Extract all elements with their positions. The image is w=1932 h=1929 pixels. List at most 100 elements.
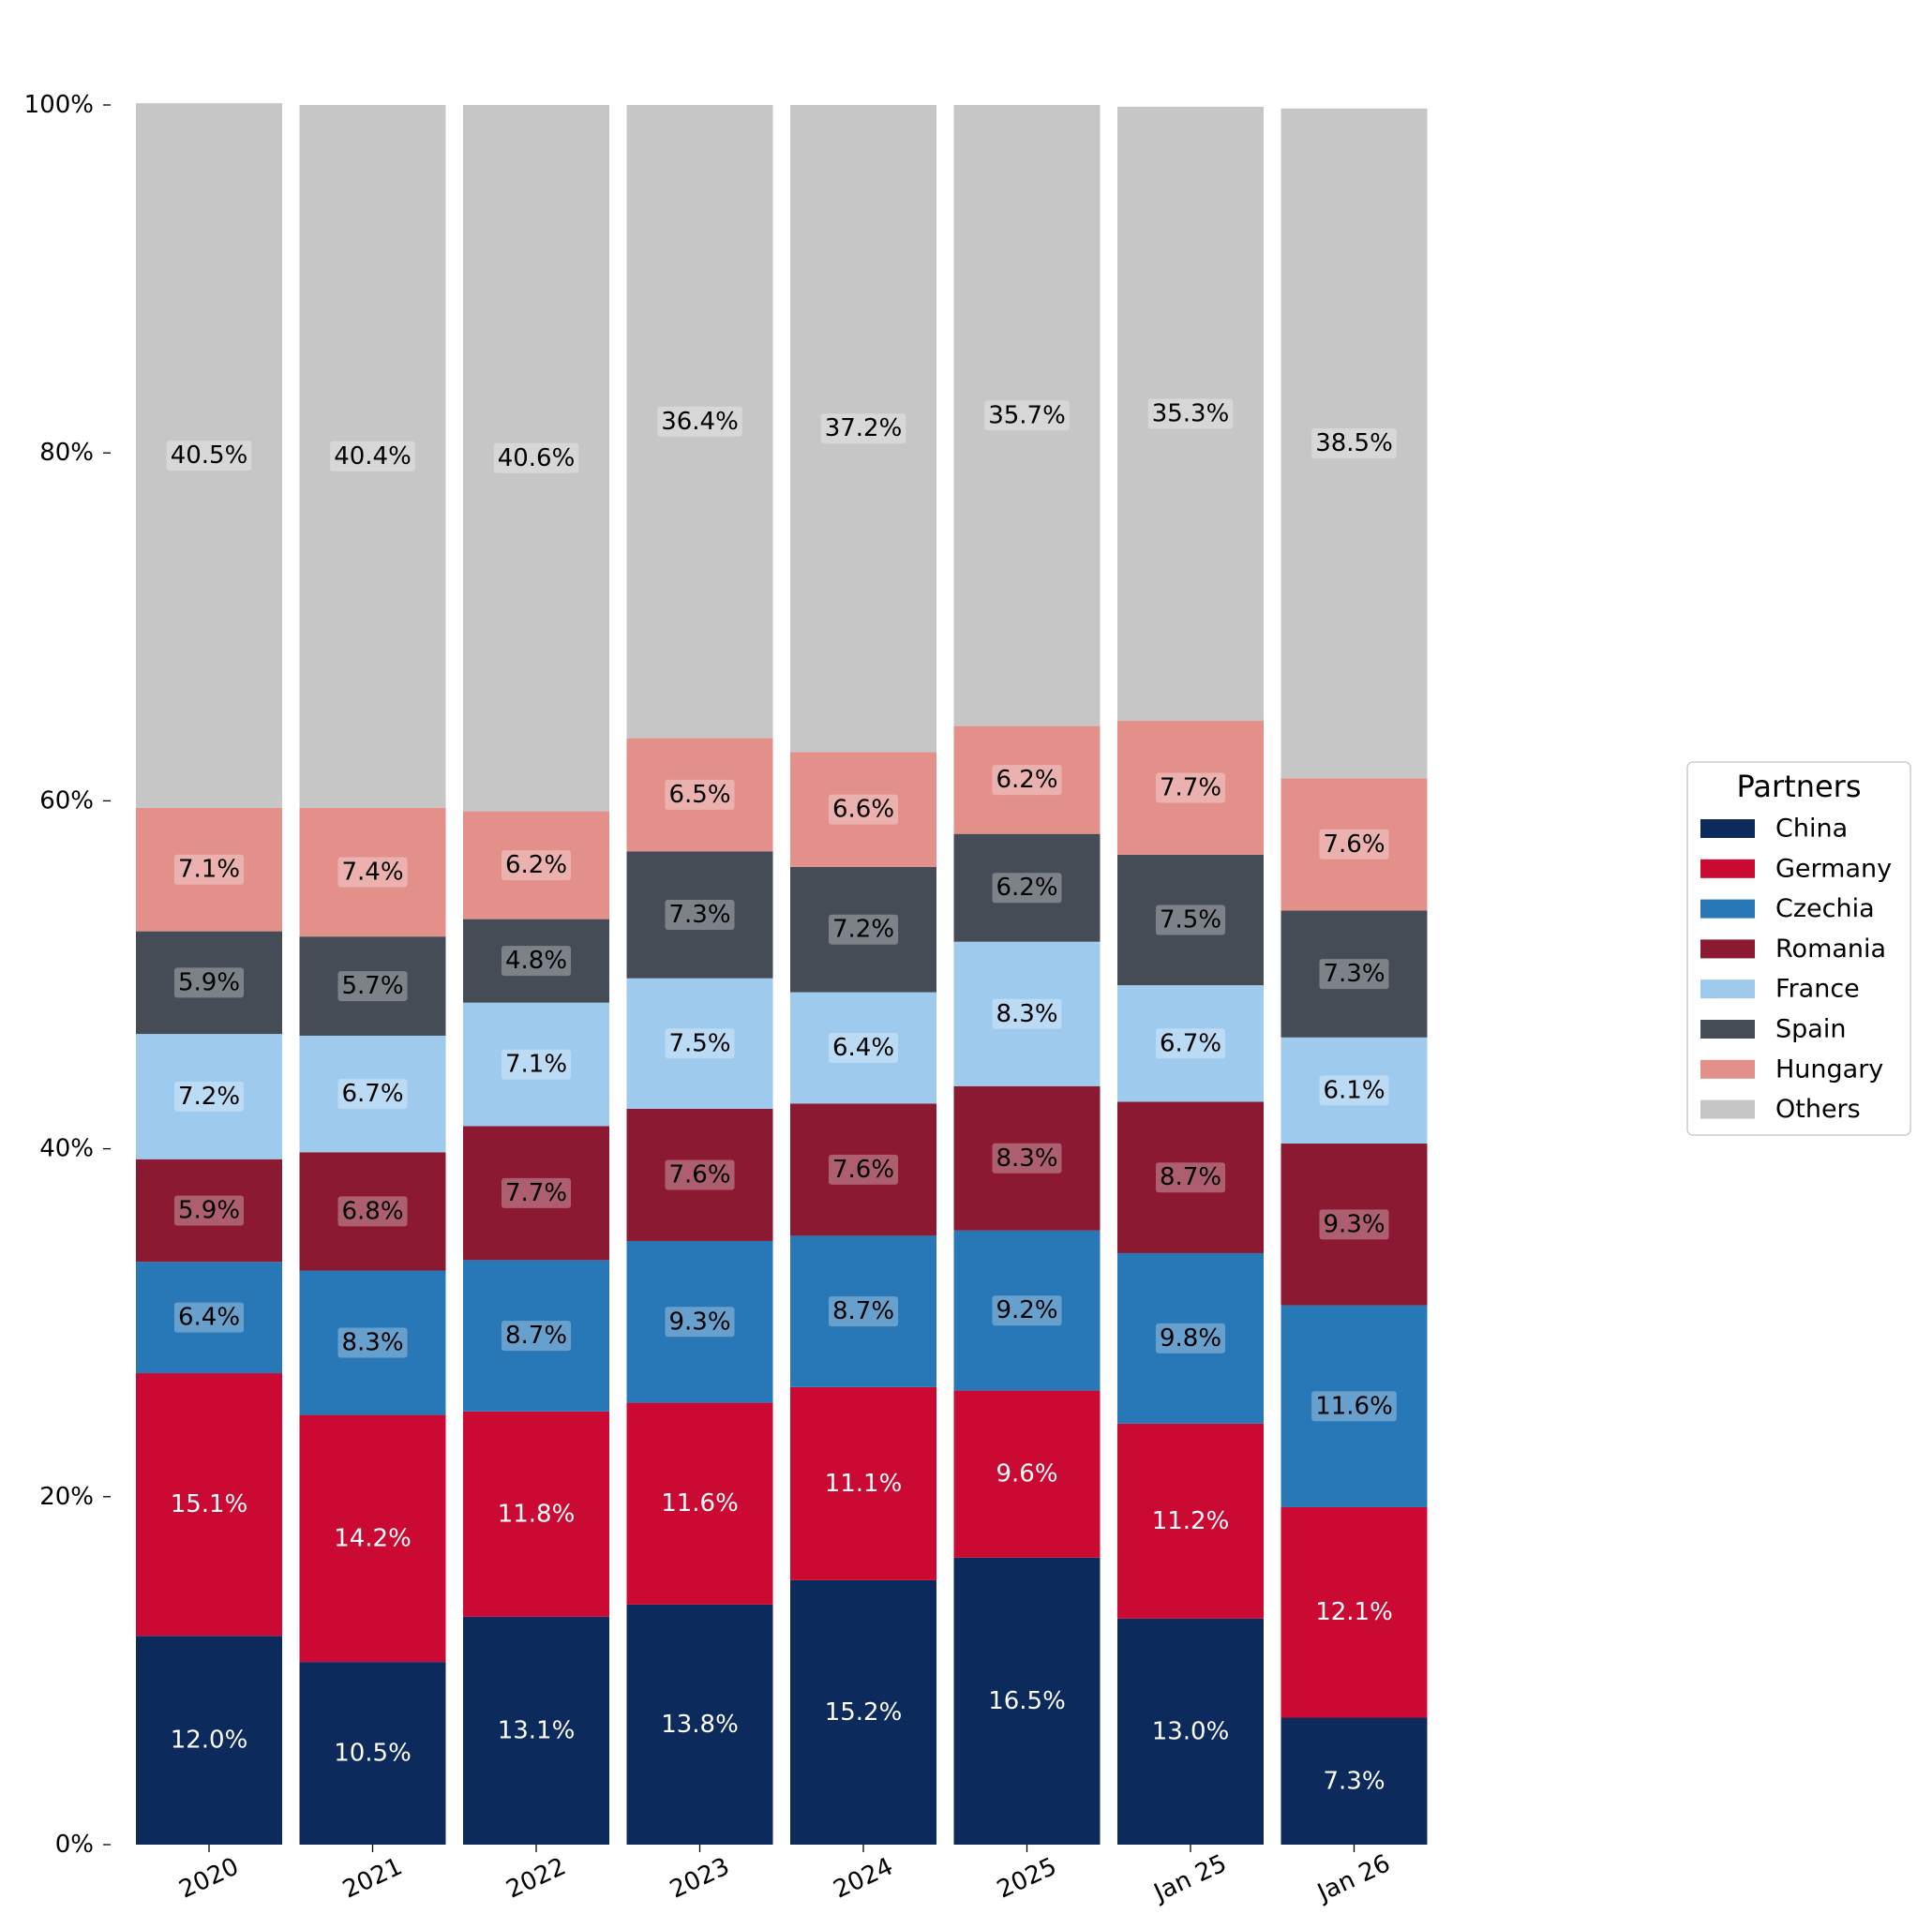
data-label-others-2021: 40.4%: [330, 441, 415, 471]
bar-spain-2023: [626, 851, 773, 979]
data-label-text: 8.3%: [341, 1329, 403, 1357]
bar-france-2025: [953, 941, 1101, 1086]
data-label-background: [1319, 1209, 1389, 1240]
x-axis: 2020 2021 2022 2023 2024 2025 Jan 25 Jan 26: [175, 1845, 1395, 1908]
bar-spain-jan-26: [1281, 910, 1428, 1038]
data-label-china-2020: 12.0%: [171, 1727, 248, 1755]
data-label-text: 9.2%: [996, 1296, 1057, 1324]
bar-others-2025: [953, 105, 1101, 726]
data-label-background: [1319, 959, 1389, 990]
data-label-romania-jan-25: 8.7%: [1155, 1162, 1226, 1193]
data-label-background: [501, 1177, 572, 1208]
x-tick-label-jan-26: Jan 26: [1311, 1849, 1394, 1907]
data-label-background: [665, 1159, 735, 1190]
data-label-background: [501, 850, 572, 881]
bar-hungary-2025: [953, 725, 1101, 834]
data-label-text: 7.5%: [1160, 906, 1221, 935]
data-label-text: 12.0%: [171, 1727, 248, 1755]
data-label-romania-jan-26: 9.3%: [1319, 1209, 1389, 1240]
data-label-text: 11.2%: [1152, 1507, 1230, 1535]
data-label-background: [984, 400, 1070, 431]
bar-china-2021: [299, 1662, 446, 1845]
bar-romania-2021: [299, 1152, 446, 1271]
data-label-text: 7.6%: [1323, 830, 1385, 859]
data-label-text: 7.7%: [505, 1179, 567, 1207]
data-label-background: [665, 1307, 735, 1338]
data-label-france-2020: 7.2%: [173, 1081, 245, 1112]
bar-czechia-jan-25: [1117, 1252, 1264, 1424]
bar-china-jan-25: [1117, 1618, 1264, 1845]
data-label-text: 11.8%: [498, 1500, 576, 1528]
data-label-france-jan-25: 6.7%: [1155, 1028, 1226, 1059]
data-label-others-2020: 40.5%: [166, 440, 252, 471]
data-label-germany-2022: 11.8%: [498, 1500, 576, 1528]
bar-spain-2021: [299, 936, 446, 1036]
data-label-background: [501, 946, 572, 977]
bar-romania-2022: [463, 1126, 609, 1261]
data-label-spain-2024: 7.2%: [828, 914, 899, 945]
data-label-text: 38.5%: [1315, 429, 1393, 457]
legend-item-others: Others: [1700, 1095, 1861, 1124]
data-label-background: [828, 794, 899, 825]
data-label-text: 40.5%: [171, 441, 248, 470]
data-label-text: 6.4%: [832, 1034, 894, 1062]
data-label-text: 6.1%: [1323, 1076, 1385, 1104]
data-label-background: [1155, 1323, 1226, 1353]
bar-france-2023: [626, 978, 773, 1109]
data-label-china-jan-25: 13.0%: [1152, 1717, 1230, 1745]
legend-item-china: China: [1700, 815, 1848, 844]
legend-label: Czechia: [1775, 894, 1875, 923]
data-label-others-2022: 40.6%: [493, 442, 579, 473]
legend-swatch: [1700, 899, 1755, 919]
y-tick-label: 60%: [39, 786, 94, 815]
data-label-others-jan-25: 35.3%: [1147, 398, 1234, 429]
data-label-china-2022: 13.1%: [498, 1716, 576, 1744]
data-label-text: 13.0%: [1152, 1717, 1230, 1745]
data-label-hungary-2024: 6.6%: [828, 794, 899, 825]
data-label-text: 7.5%: [668, 1029, 730, 1057]
data-label-background: [173, 1302, 245, 1333]
bar-romania-2020: [136, 1159, 282, 1263]
data-label-text: 4.8%: [505, 947, 567, 975]
data-label-text: 15.1%: [171, 1490, 248, 1518]
data-label-germany-2025: 9.6%: [996, 1460, 1057, 1488]
bar-france-jan-25: [1117, 985, 1264, 1102]
data-label-text: 40.4%: [334, 442, 412, 471]
legend-swatch: [1700, 1020, 1755, 1039]
data-label-background: [1155, 1028, 1226, 1059]
data-label-spain-2022: 4.8%: [501, 946, 572, 977]
data-label-text: 7.7%: [1160, 773, 1221, 801]
bar-czechia-jan-26: [1281, 1305, 1428, 1507]
data-label-background: [1147, 398, 1234, 429]
bar-germany-2020: [136, 1373, 282, 1637]
data-label-background: [330, 441, 415, 471]
data-label-text: 10.5%: [334, 1740, 412, 1768]
data-label-text: 16.5%: [988, 1687, 1066, 1715]
bar-czechia-2023: [626, 1240, 773, 1403]
data-label-china-2021: 10.5%: [334, 1740, 412, 1768]
data-label-france-2024: 6.4%: [828, 1032, 899, 1063]
data-label-germany-2023: 11.6%: [661, 1489, 739, 1518]
data-label-background: [1319, 1075, 1389, 1106]
bar-france-2024: [790, 992, 936, 1104]
data-label-spain-2021: 5.7%: [337, 971, 408, 1002]
data-label-background: [501, 1049, 572, 1080]
data-label-text: 7.6%: [832, 1156, 894, 1184]
data-label-czechia-2021: 8.3%: [337, 1327, 408, 1358]
data-label-text: 11.6%: [1315, 1392, 1393, 1420]
data-label-germany-jan-25: 11.2%: [1152, 1507, 1230, 1535]
data-label-text: 7.1%: [178, 856, 240, 884]
data-label-text: 12.1%: [1315, 1598, 1393, 1626]
data-label-france-jan-26: 6.1%: [1319, 1075, 1389, 1106]
y-tick-label: 80%: [39, 439, 94, 467]
x-tick-label-2020: 2020: [175, 1852, 244, 1904]
bar-hungary-2023: [626, 738, 773, 852]
data-label-text: 11.1%: [825, 1470, 903, 1498]
bar-romania-2025: [953, 1085, 1101, 1231]
data-label-text: 8.7%: [505, 1322, 567, 1350]
data-label-france-2021: 6.7%: [337, 1079, 408, 1110]
legend-item-romania: Romania: [1700, 935, 1886, 964]
data-label-background: [992, 998, 1062, 1029]
